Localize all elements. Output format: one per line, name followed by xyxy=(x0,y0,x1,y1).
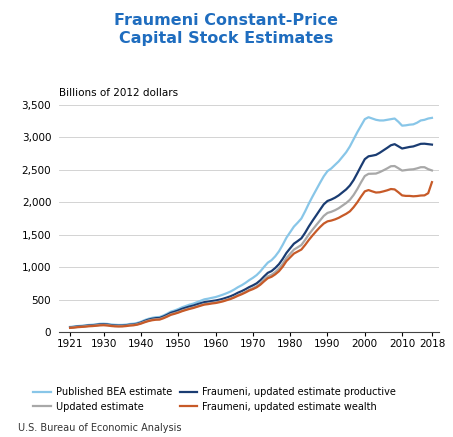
Fraumeni, updated estimate wealth xyxy=(429,180,435,185)
Updated estimate xyxy=(343,201,349,206)
Updated estimate xyxy=(239,291,245,296)
Updated estimate xyxy=(67,325,73,330)
Fraumeni, updated estimate wealth xyxy=(269,274,274,279)
Fraumeni, updated estimate wealth xyxy=(67,325,73,330)
Line: Updated estimate: Updated estimate xyxy=(70,166,432,328)
Fraumeni, updated estimate wealth xyxy=(239,291,245,297)
Published BEA estimate xyxy=(295,220,300,225)
Text: Fraumeni Constant-Price
Capital Stock Estimates: Fraumeni Constant-Price Capital Stock Es… xyxy=(115,13,338,45)
Fraumeni, updated estimate productive xyxy=(422,141,427,146)
Published BEA estimate xyxy=(90,322,95,327)
Fraumeni, updated estimate wealth xyxy=(295,249,300,254)
Line: Fraumeni, updated estimate wealth: Fraumeni, updated estimate wealth xyxy=(70,182,432,328)
Fraumeni, updated estimate productive xyxy=(67,325,73,330)
Legend: Published BEA estimate, Updated estimate, Fraumeni, updated estimate productive,: Published BEA estimate, Updated estimate… xyxy=(34,387,396,412)
Published BEA estimate xyxy=(269,257,274,263)
Published BEA estimate xyxy=(366,114,371,120)
Published BEA estimate xyxy=(429,115,435,121)
Fraumeni, updated estimate productive xyxy=(295,239,300,244)
Fraumeni, updated estimate wealth xyxy=(97,323,103,328)
Text: U.S. Bureau of Economic Analysis: U.S. Bureau of Economic Analysis xyxy=(18,423,182,433)
Published BEA estimate xyxy=(239,283,245,288)
Line: Fraumeni, updated estimate productive: Fraumeni, updated estimate productive xyxy=(70,144,432,327)
Fraumeni, updated estimate wealth xyxy=(343,211,349,216)
Updated estimate xyxy=(269,272,274,277)
Line: Published BEA estimate: Published BEA estimate xyxy=(70,117,432,327)
Updated estimate xyxy=(429,168,435,173)
Updated estimate xyxy=(97,323,103,328)
Fraumeni, updated estimate productive xyxy=(97,322,103,327)
Fraumeni, updated estimate productive xyxy=(429,142,435,147)
Fraumeni, updated estimate wealth xyxy=(90,323,95,329)
Updated estimate xyxy=(392,163,397,169)
Published BEA estimate xyxy=(97,321,103,326)
Fraumeni, updated estimate productive xyxy=(90,323,95,328)
Fraumeni, updated estimate productive xyxy=(343,187,349,192)
Updated estimate xyxy=(90,323,95,328)
Fraumeni, updated estimate productive xyxy=(269,268,274,274)
Updated estimate xyxy=(295,245,300,250)
Published BEA estimate xyxy=(67,324,73,329)
Fraumeni, updated estimate productive xyxy=(239,288,245,294)
Published BEA estimate xyxy=(343,149,349,155)
Text: Billions of 2012 dollars: Billions of 2012 dollars xyxy=(59,88,178,98)
